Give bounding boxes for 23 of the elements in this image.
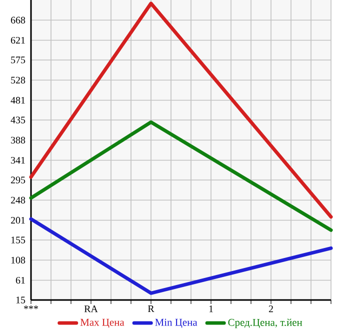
y-tick-label: 61 [16, 276, 25, 284]
x-tick-label: *** [24, 306, 38, 310]
x-tick-label: RA [84, 306, 98, 312]
y-tick-label: 668 [10, 16, 26, 24]
y-tick-label: 341 [11, 156, 25, 164]
y-tick-label: 108 [11, 256, 26, 264]
y-tick-label: 621 [10, 36, 25, 44]
y-tick-label: 481 [10, 96, 25, 104]
y-tick-label: 295 [10, 176, 26, 184]
legend-label: Min Цена [155, 318, 198, 328]
x-tick-label: R [148, 306, 154, 312]
legend-label: Max Цена [80, 318, 124, 328]
x-tick-label: 1 [209, 306, 213, 312]
y-tick-label: 528 [11, 76, 26, 84]
y-tick-label: 575 [11, 56, 26, 64]
y-tick-label: 248 [10, 196, 26, 204]
y-tick-label: 435 [10, 116, 26, 124]
y-tick-label: 155 [11, 236, 26, 244]
y-tick-label: 15 [16, 296, 26, 304]
x-tick-label: 2 [268, 306, 273, 312]
legend-label: Сред.Цена, т.йен [228, 318, 302, 328]
y-tick-label: 201 [10, 216, 25, 224]
y-tick-label: 388 [11, 136, 26, 144]
